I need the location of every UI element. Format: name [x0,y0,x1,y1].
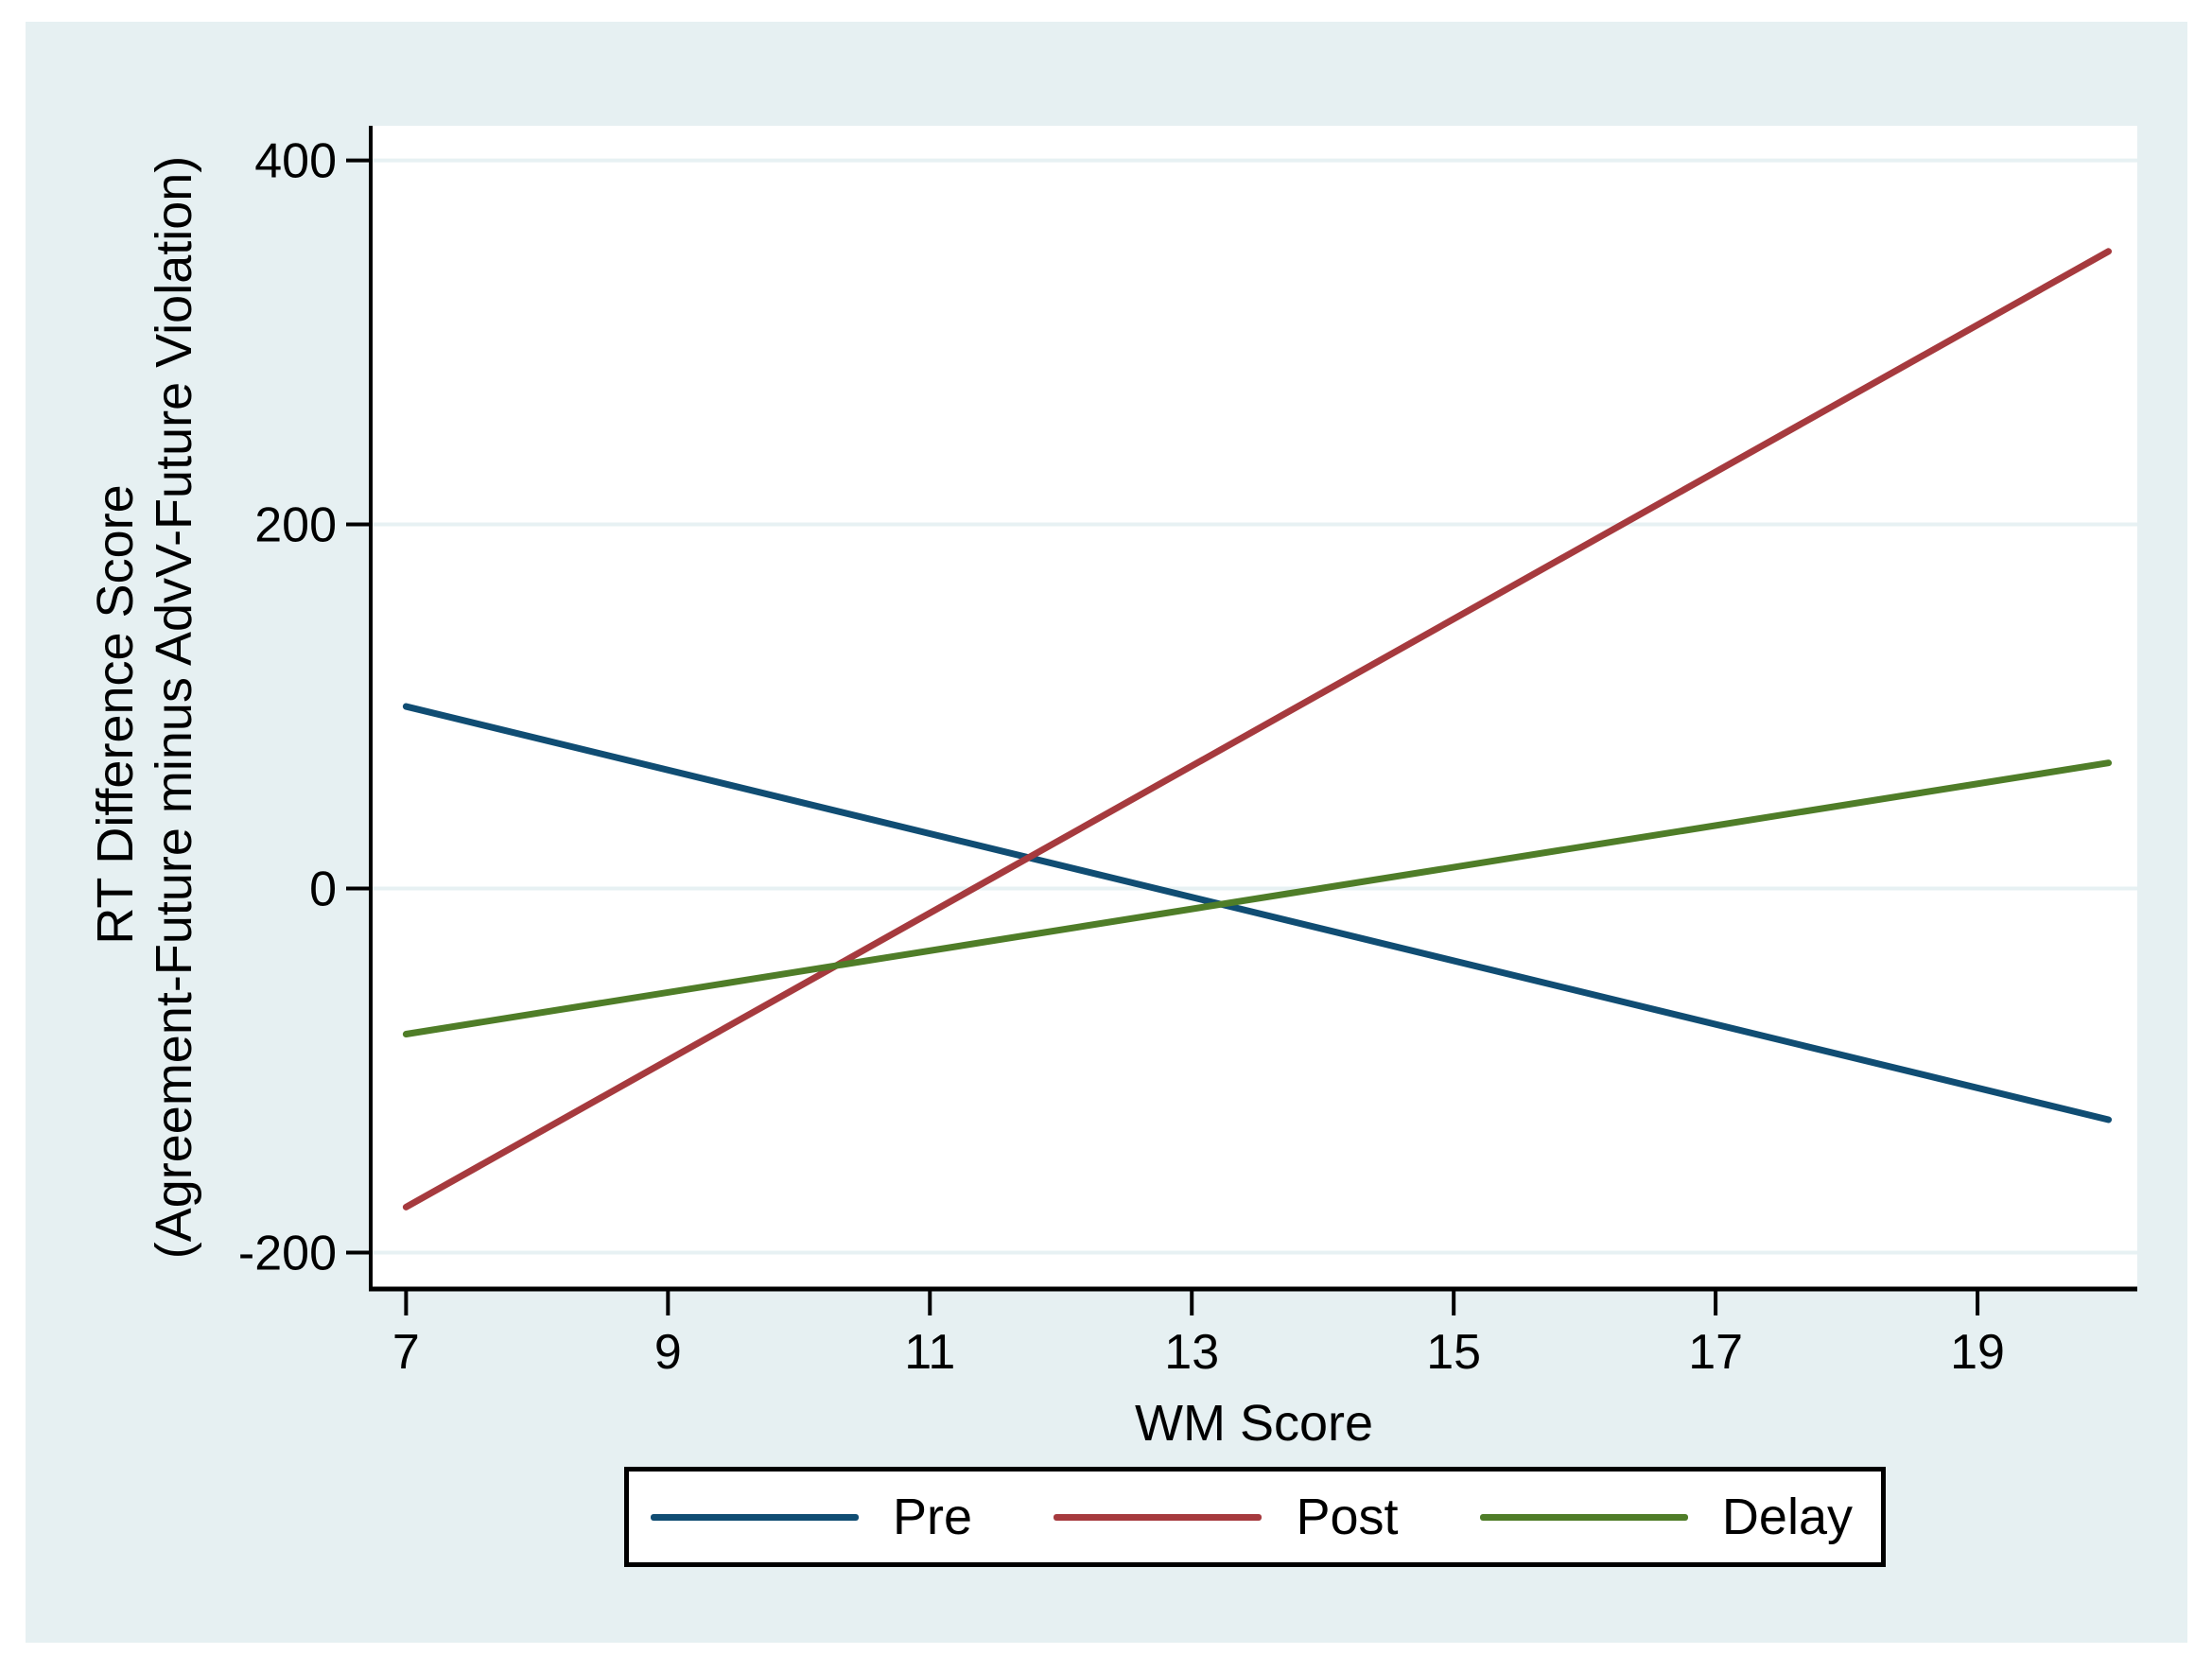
series-line-pre [402,703,2113,1123]
axes [369,126,2137,1292]
y-axis-title: RT Difference Score (Agreement-Future mi… [87,156,202,1260]
x-tick-label-19: 19 [1950,1325,2005,1380]
y-tick-label-400: 400 [254,134,337,189]
series-lines [402,248,2113,1210]
series-line-delay [402,759,2113,1038]
legend-label-pre: Pre [893,1489,973,1545]
legend: Pre Post Delay [624,1467,1886,1567]
y-tick-label-0: 0 [309,862,337,917]
plot-background [371,126,2137,1289]
legend-item-pre: Pre [651,1491,972,1542]
x-tick-label-15: 15 [1426,1325,1481,1380]
axis-tick-labels: -200 0 200 400 7 9 11 13 15 17 19 [238,134,2005,1380]
legend-label-delay: Delay [1721,1489,1853,1545]
legend-line-sample-post [1054,1513,1263,1521]
series-line-post [402,248,2113,1210]
svg-text:RT Difference Score (A: RT Difference Score (Agreement-Future mi… [87,156,202,1260]
legend-item-delay: Delay [1479,1489,1853,1545]
legend-label-post: Post [1296,1489,1399,1545]
x-axis-title: WM Score [1135,1395,1373,1452]
y-axis-title-line2: (Agreement-Future minus AdvV-Future Viol… [146,156,202,1260]
axis-ticks [346,158,1980,1315]
plot-area [371,126,2137,1289]
x-tick-label-13: 13 [1164,1325,1219,1380]
y-tick-label--200: -200 [238,1227,337,1281]
y-axis-title-line1: RT Difference Score [87,484,144,944]
legend-line-sample-pre [651,1513,859,1521]
y-gridlines [371,158,2137,1255]
x-tick-label-17: 17 [1688,1325,1743,1380]
legend-item-post: Post [1054,1489,1399,1545]
x-tick-label-7: 7 [392,1325,420,1380]
legend-line-sample-delay [1479,1513,1688,1521]
x-tick-label-9: 9 [654,1325,682,1380]
x-tick-label-11: 11 [904,1325,955,1380]
y-tick-label-200: 200 [254,498,337,553]
